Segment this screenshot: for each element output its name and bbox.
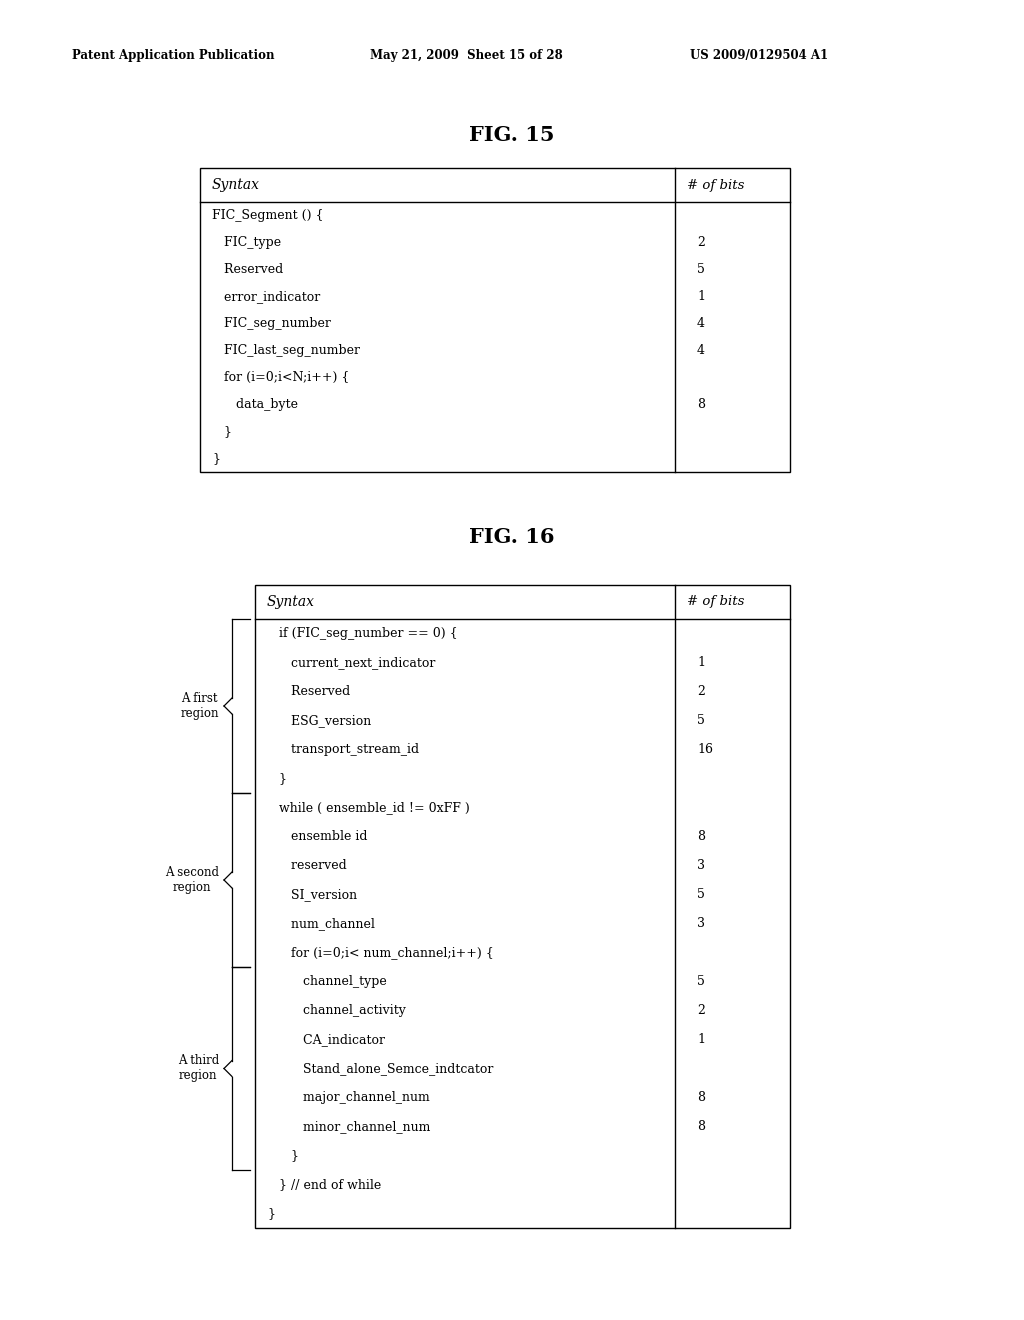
Text: Syntax: Syntax [212,178,260,191]
Text: 5: 5 [697,975,705,987]
Text: 3: 3 [697,859,705,873]
Text: }: } [267,1148,299,1162]
Text: # of bits: # of bits [687,595,744,609]
Text: channel_type: channel_type [267,975,387,987]
Text: data_byte: data_byte [212,399,298,411]
Text: reserved: reserved [267,859,347,873]
Text: 8: 8 [697,1092,705,1104]
Text: 4: 4 [697,345,705,356]
Text: 5: 5 [697,714,705,727]
Text: 8: 8 [697,1119,705,1133]
Text: 2: 2 [697,1005,705,1016]
Text: 8: 8 [697,830,705,843]
Text: FIG. 15: FIG. 15 [469,125,555,145]
Text: 1: 1 [697,290,705,304]
Text: A first
region: A first region [180,692,219,719]
Text: Stand_alone_Semce_indtcator: Stand_alone_Semce_indtcator [267,1063,494,1074]
Text: CA_indicator: CA_indicator [267,1034,385,1045]
Text: ensemble id: ensemble id [267,830,368,843]
Text: May 21, 2009  Sheet 15 of 28: May 21, 2009 Sheet 15 of 28 [370,49,563,62]
Text: transport_stream_id: transport_stream_id [267,743,419,756]
Text: Reserved: Reserved [212,263,284,276]
Text: while ( ensemble_id != 0xFF ): while ( ensemble_id != 0xFF ) [267,801,470,814]
Bar [200,168,790,473]
Text: US 2009/0129504 A1: US 2009/0129504 A1 [690,49,828,62]
Text: }: } [267,1206,275,1220]
Text: for (i=0;i<N;i++) {: for (i=0;i<N;i++) { [212,371,349,384]
Text: FIG. 16: FIG. 16 [469,527,555,546]
Text: minor_channel_num: minor_channel_num [267,1119,430,1133]
Text: FIC_last_seg_number: FIC_last_seg_number [212,345,360,356]
Text: 2: 2 [697,236,705,249]
Text: 4: 4 [697,317,705,330]
Text: Patent Application Publication: Patent Application Publication [72,49,274,62]
Text: }: } [267,772,287,785]
Text: A third
region: A third region [178,1055,219,1082]
Text: error_indicator: error_indicator [212,290,321,304]
Text: }: } [212,425,232,438]
Text: major_channel_num: major_channel_num [267,1092,430,1104]
Text: FIC_Segment () {: FIC_Segment () { [212,209,324,222]
Text: 16: 16 [697,743,713,756]
Text: if (FIC_seg_number == 0) {: if (FIC_seg_number == 0) { [267,627,458,640]
Text: SI_version: SI_version [267,888,357,902]
Text: ESG_version: ESG_version [267,714,372,727]
Text: for (i=0;i< num_channel;i++) {: for (i=0;i< num_channel;i++) { [267,946,494,960]
Text: FIC_seg_number: FIC_seg_number [212,317,331,330]
Text: Reserved: Reserved [267,685,350,698]
Text: channel_activity: channel_activity [267,1005,406,1016]
Text: # of bits: # of bits [687,178,744,191]
Text: 8: 8 [697,399,705,411]
Text: num_channel: num_channel [267,917,375,931]
Text: 1: 1 [697,1034,705,1045]
Text: current_next_indicator: current_next_indicator [267,656,435,669]
Text: A second
region: A second region [165,866,219,894]
Text: 5: 5 [697,888,705,902]
Text: 5: 5 [697,263,705,276]
Bar [255,585,790,1228]
Text: }: } [212,451,220,465]
Text: FIC_type: FIC_type [212,236,282,249]
Text: } // end of while: } // end of while [267,1177,381,1191]
Text: Syntax: Syntax [267,595,315,609]
Text: 3: 3 [697,917,705,931]
Text: 2: 2 [697,685,705,698]
Text: 1: 1 [697,656,705,669]
